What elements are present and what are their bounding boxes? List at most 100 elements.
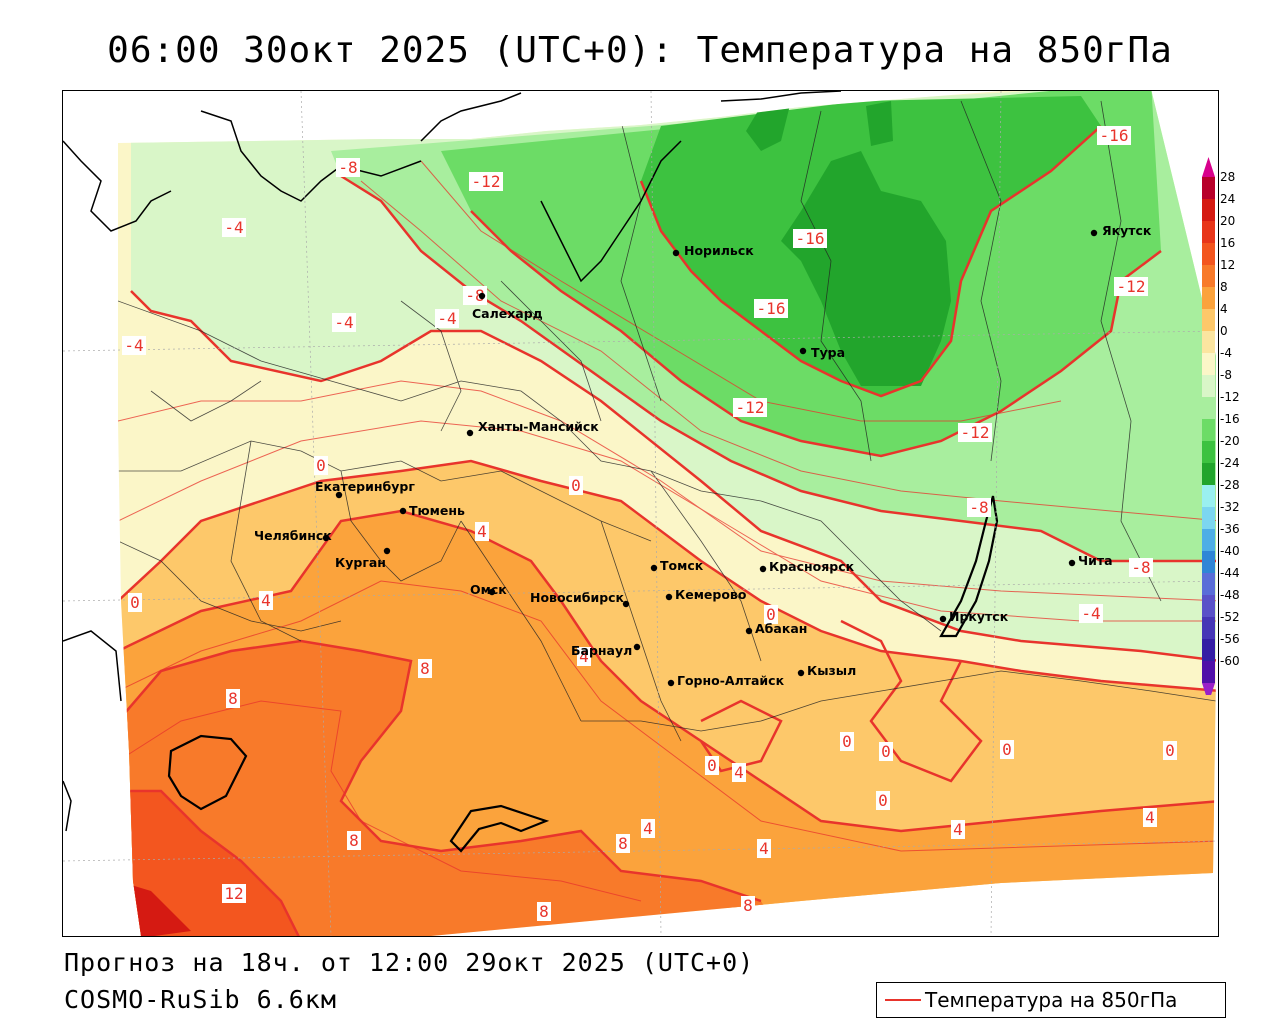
colorbar-tick-label: -48	[1220, 588, 1240, 602]
city-dot	[622, 600, 630, 608]
colorbar-tick-label: -20	[1220, 434, 1240, 448]
isotherm-label: 8	[349, 831, 359, 850]
city-dot	[667, 679, 675, 687]
colorbar-tick-label: -36	[1220, 522, 1240, 536]
city-label: Новосибирск	[530, 590, 625, 605]
colorbar-segment	[1202, 529, 1215, 551]
isotherm-label: -8	[338, 158, 357, 177]
colorbar-tick-label: -16	[1220, 412, 1240, 426]
isotherm-label-box	[537, 902, 551, 921]
colorbar-segment	[1202, 397, 1215, 419]
city-label: Екатеринбург	[315, 479, 415, 494]
city-dot	[383, 547, 391, 555]
isotherm-label: 8	[420, 659, 430, 678]
isotherm-label: 4	[477, 522, 487, 541]
city-dot	[478, 292, 486, 300]
isotherm-label: 0	[842, 732, 852, 751]
isotherm-label: -8	[465, 286, 484, 305]
model-info: COSMO-RuSib 6.6км	[64, 985, 337, 1014]
city-dot	[488, 588, 496, 596]
legend: Температура на 850гПа	[876, 982, 1226, 1018]
isotherm-label: 4	[759, 839, 769, 858]
isotherm-label: -4	[124, 336, 143, 355]
city-dot	[322, 534, 330, 542]
temperature-field	[118, 91, 1216, 936]
isotherm-label-box	[641, 819, 655, 838]
colorbar-tick-label: 28	[1220, 170, 1235, 184]
isotherm-label-box	[967, 498, 991, 517]
colorbar-segment	[1202, 199, 1215, 221]
colorbar-tick-label: 24	[1220, 192, 1235, 206]
temperature-map: -8 -12 -16 -4 -16 -12 -16 -4 -8 -4 -4 -12 -12 0 0 -8 4 -8…	[62, 90, 1219, 937]
city-label: Курган	[335, 555, 386, 570]
city-markers: Норильск Якутск Салехард Тура Ханты-Мансийск…	[254, 223, 1152, 688]
isotherm-label-box	[1129, 558, 1153, 577]
city-dot	[633, 643, 641, 651]
city-label: Челябинск	[254, 528, 332, 543]
city-dot	[799, 347, 807, 355]
colorbar-segment	[1202, 265, 1215, 287]
colorbar-segment	[1202, 595, 1215, 617]
city-label: Салехард	[472, 306, 543, 321]
isotherm-label: -12	[736, 398, 765, 417]
isotherm-label: 4	[643, 819, 653, 838]
isotherm-label-box	[259, 591, 273, 610]
isotherm-label: 12	[224, 884, 243, 903]
city-label: Чита	[1078, 553, 1113, 568]
colorbar-tick-label: 8	[1220, 280, 1228, 294]
isotherm-label-box	[1000, 740, 1014, 759]
isotherm-label-box	[958, 423, 992, 442]
city-label: Якутск	[1102, 223, 1152, 238]
colorbar-tick-label: 20	[1220, 214, 1235, 228]
colorbar-segment	[1202, 331, 1215, 353]
isotherm-label-box	[314, 456, 328, 475]
isotherm-label: 4	[579, 647, 589, 666]
colorbar-tick-label: -52	[1220, 610, 1240, 624]
city-dot	[672, 249, 680, 257]
isotherm-label-box	[347, 831, 361, 850]
isotherm-label: 8	[618, 834, 628, 853]
isotherm-label: -16	[1100, 126, 1129, 145]
isotherm-label: -12	[1117, 277, 1146, 296]
lakes	[167, 495, 999, 853]
colorbar-top-arrow	[1202, 157, 1215, 177]
colorbar-tick-label: -12	[1220, 390, 1240, 404]
colorbar-segment	[1202, 419, 1215, 441]
city-dot	[399, 507, 407, 515]
isotherm-label: 0	[571, 476, 581, 495]
isotherm-label-box	[1097, 126, 1131, 145]
city-label: Горно-Алтайск	[677, 673, 785, 688]
isotherm-label-box	[435, 309, 459, 328]
colorbar-segment	[1202, 441, 1215, 463]
isotherm-label-box	[128, 593, 142, 612]
isotherm-label-box	[469, 172, 503, 191]
colorbar-bottom-arrow	[1202, 683, 1215, 703]
isotherm-label-box	[1163, 741, 1177, 760]
isotherm-label: 8	[539, 902, 549, 921]
colorbar-tick-label: -4	[1220, 346, 1232, 360]
city-dot	[466, 429, 474, 437]
isotherm-label-box	[876, 791, 890, 810]
forecast-info: Прогноз на 18ч. от 12:00 29окт 2025 (UTC…	[64, 948, 755, 977]
isotherm-label-box	[336, 158, 360, 177]
colorbar-tick-label: -40	[1220, 544, 1240, 558]
city-dot	[650, 564, 658, 572]
isotherm-label: 8	[743, 896, 753, 915]
isotherm-label: 0	[766, 605, 776, 624]
city-dot	[1068, 559, 1076, 567]
isotherm-label: 0	[1165, 741, 1175, 760]
colorbar-segment	[1202, 551, 1215, 573]
isotherm-label: -4	[334, 313, 353, 332]
colorbar-segment	[1202, 375, 1215, 397]
isotherm-label: -4	[437, 309, 456, 328]
legend-label: Температура на 850гПа	[925, 988, 1178, 1012]
graticule	[63, 91, 1218, 936]
city-label: Барнаул	[571, 643, 632, 658]
isotherm-label-box	[222, 884, 246, 903]
isotherm-label-box	[733, 398, 767, 417]
city-label: Абакан	[755, 621, 807, 636]
isotherm-label: 4	[1145, 808, 1155, 827]
colorbar-canvas: 28 24 20 16 12 8 4 0 -4 -8 -12 -16 -20 -24 -28 -32 -36 -4…	[1202, 157, 1240, 703]
colorbar-segment	[1202, 485, 1215, 507]
colorbar-tick-label: -56	[1220, 632, 1240, 646]
